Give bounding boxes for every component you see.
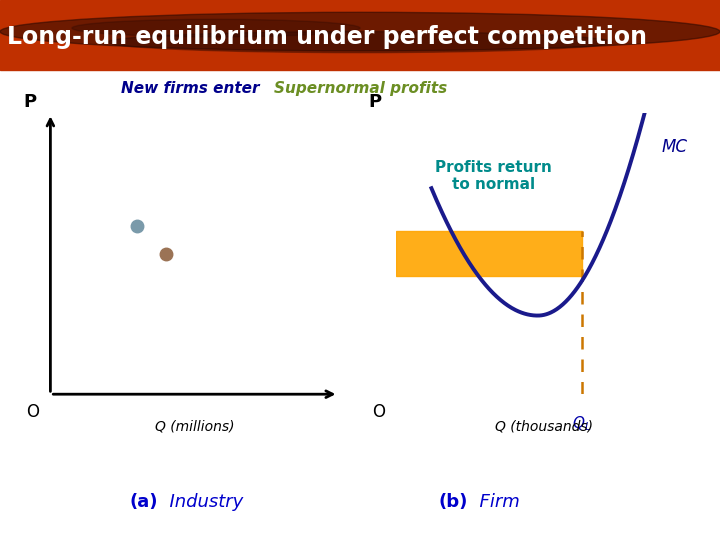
Text: Firm: Firm: [468, 493, 520, 511]
Text: O: O: [27, 403, 40, 421]
Text: P: P: [24, 92, 37, 111]
Bar: [396, 231, 582, 276]
Text: New firms enter: New firms enter: [121, 80, 259, 96]
Text: (b): (b): [438, 493, 468, 511]
Text: (a): (a): [130, 493, 158, 511]
Ellipse shape: [72, 19, 360, 37]
Text: MC: MC: [662, 138, 688, 156]
Ellipse shape: [108, 31, 612, 53]
Text: P: P: [369, 92, 382, 111]
Text: $Q_L$: $Q_L$: [572, 414, 592, 433]
Text: Long-run equilibrium under perfect competition: Long-run equilibrium under perfect compe…: [7, 24, 647, 49]
Text: Profits return
to normal: Profits return to normal: [435, 160, 552, 192]
Text: Industry: Industry: [158, 493, 243, 511]
Text: Supernormal profits: Supernormal profits: [274, 80, 447, 96]
Ellipse shape: [0, 12, 720, 51]
Text: O: O: [372, 403, 384, 421]
Text: Q (millions): Q (millions): [155, 420, 234, 434]
Text: Q (thousands): Q (thousands): [495, 420, 593, 434]
